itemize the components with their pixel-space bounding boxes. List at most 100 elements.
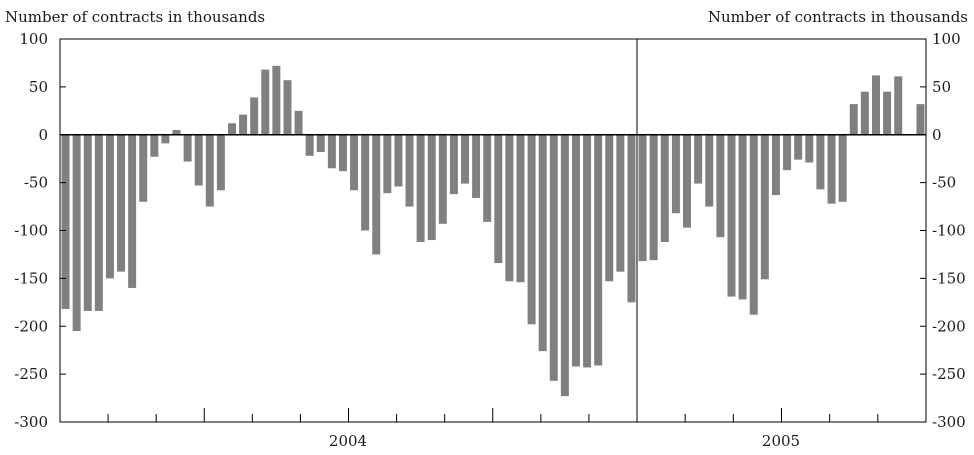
left-y-tick-label: 100 (19, 30, 48, 48)
bar-2004-bar-22 (294, 110, 303, 135)
left-y-tick-label: -200 (14, 317, 48, 335)
bar-2004-bar-24 (316, 134, 325, 152)
bar-2004-bar-23 (305, 134, 314, 156)
bar-2005-bar-4 (671, 134, 680, 214)
bar-2005-bar-16 (805, 134, 814, 163)
left-axis-title: Number of contracts in thousands (5, 8, 265, 26)
bar-2004-bar-27 (350, 134, 359, 191)
bar-2004-bar-31 (394, 134, 403, 187)
bar-2005-bar-12 (760, 134, 769, 280)
bar-2004-bar-40 (494, 134, 503, 264)
bar-2005-bar-20 (849, 104, 858, 135)
bar-2004-bar-48 (583, 134, 592, 368)
bar-2004-bar-18 (250, 97, 259, 135)
bar-2004-bar-9 (150, 134, 159, 157)
bar-2004-bar-51 (616, 134, 625, 272)
left-y-tick-label: -250 (14, 365, 48, 383)
bar-2004-bar-44 (538, 134, 547, 352)
bar-2005-bar-13 (771, 134, 780, 196)
right-y-tick-label: 100 (932, 30, 961, 48)
right-y-tick-label: -150 (932, 269, 966, 287)
bar-2004-bar-8 (139, 134, 148, 202)
bar-2004-bar-30 (383, 134, 392, 194)
bar-2004-bar-25 (327, 134, 336, 169)
bar-2004-bar-21 (283, 80, 292, 135)
bar-2004-bar-11 (172, 129, 181, 135)
right-y-tick-label: -250 (932, 365, 966, 383)
bar-2004-bar-42 (516, 134, 525, 283)
bar-2004-bar-47 (571, 134, 580, 367)
left-y-tick-label: 50 (29, 78, 48, 96)
bar-2004-bar-1 (61, 134, 70, 310)
bar-2005-bar-9 (727, 134, 736, 297)
bar-2005-bar-15 (794, 134, 803, 160)
bar-2004-bar-10 (161, 134, 170, 144)
bar-2004-bar-39 (483, 134, 492, 222)
bar-2005-bar-14 (783, 134, 792, 171)
bar-2004-bar-41 (505, 134, 514, 282)
year-label-2004: 2004 (329, 432, 367, 450)
bar-2005-bar-23 (883, 91, 892, 135)
bar-2005-bar-24 (894, 76, 903, 135)
right-axis-title: Number of contracts in thousands (708, 8, 968, 26)
bar-2005-bar-17 (816, 134, 825, 190)
bar-2005-bar-3 (660, 134, 669, 242)
bar-2004-bar-26 (338, 134, 347, 172)
bar-2005-bar-22 (871, 75, 880, 135)
bar-2004-bar-17 (239, 114, 248, 135)
left-y-tick-label: -150 (14, 269, 48, 287)
year-label-2005: 2005 (762, 432, 800, 450)
right-y-tick-label: -300 (932, 413, 966, 431)
bar-2004-bar-34 (427, 134, 436, 241)
left-y-axis: 100 50 0 -50 -100 -150 -200 -250 -300 (14, 30, 66, 431)
bar-2005-bar-11 (749, 134, 758, 315)
bar-2004-bar-12 (183, 134, 192, 162)
bar-2004-bar-7 (128, 134, 137, 288)
left-y-tick-label: -50 (24, 174, 48, 192)
bar-2004-bar-28 (361, 134, 370, 231)
bar-2004-bar-14 (205, 134, 214, 207)
bar-2005-bar-26 (916, 104, 925, 135)
right-y-tick-label: -50 (932, 174, 956, 192)
bar-2004-bar-52 (627, 134, 636, 303)
bar-2005-bar-19 (838, 134, 847, 202)
right-y-tick-label: 0 (932, 126, 942, 144)
plot-frame (59, 38, 927, 423)
bar-2005-bar-8 (716, 134, 725, 238)
left-y-tick-label: -100 (14, 222, 48, 240)
bar-2004-bar-4 (94, 134, 103, 311)
bar-2004-bar-29 (372, 134, 381, 255)
bar-2004-bar-33 (416, 134, 425, 242)
bar-2005-bar-6 (694, 134, 703, 184)
bar-2004-bar-13 (194, 134, 203, 186)
bar-2004-bar-37 (461, 134, 470, 184)
bar-2004-bar-45 (549, 134, 558, 381)
bar-2004-bar-5 (105, 134, 114, 279)
bar-2005-bar-5 (683, 134, 692, 228)
bar-2004-bar-38 (472, 134, 481, 198)
bar-2005-bar-1 (638, 134, 647, 262)
left-y-tick-label: -300 (14, 413, 48, 431)
bars-group (61, 65, 925, 397)
bar-2004-bar-15 (216, 134, 225, 191)
left-y-tick-label: 0 (38, 126, 48, 144)
bar-2005-bar-10 (738, 134, 747, 300)
bar-2004-bar-6 (117, 134, 126, 272)
bar-2004-bar-43 (527, 134, 536, 325)
right-y-tick-label: -100 (932, 222, 966, 240)
bar-2004-bar-19 (261, 69, 270, 135)
bar-2004-bar-49 (594, 134, 603, 366)
x-axis-ticks (107, 408, 879, 422)
bar-2004-bar-46 (560, 134, 569, 397)
bar-2005-bar-7 (705, 134, 714, 207)
bar-2005-bar-18 (827, 134, 836, 204)
bar-2004-bar-16 (228, 123, 236, 135)
bar-2005-bar-2 (649, 134, 658, 261)
bar-2004-bar-35 (438, 134, 447, 224)
right-y-tick-label: -200 (932, 317, 966, 335)
bar-2004-bar-20 (272, 65, 281, 135)
right-y-axis: 100 50 0 -50 -100 -150 -200 -250 -300 (920, 30, 966, 431)
bar-2004-bar-50 (605, 134, 614, 282)
bar-2004-bar-2 (72, 134, 81, 332)
